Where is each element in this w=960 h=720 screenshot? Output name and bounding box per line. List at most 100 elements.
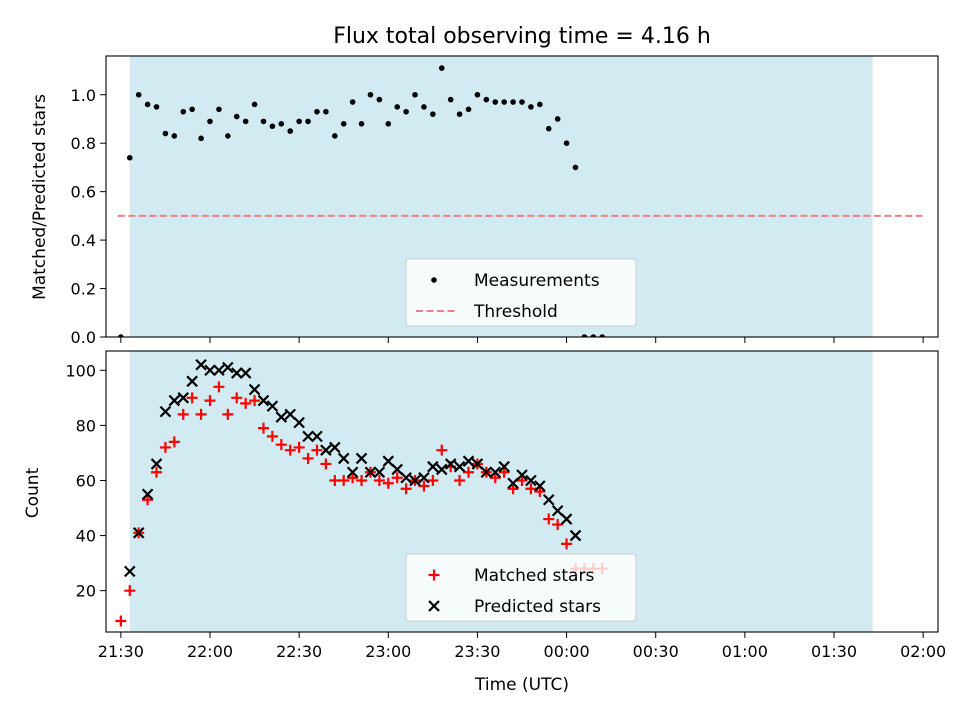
legend-label: Matched stars [474, 566, 594, 586]
data-point [150, 458, 163, 470]
data-point [195, 408, 207, 420]
y-tick-label: 60 [76, 471, 96, 490]
data-point [132, 527, 145, 539]
data-point [349, 99, 356, 105]
bottom-plot-area [115, 351, 873, 632]
data-point [171, 133, 178, 139]
data-point [421, 104, 427, 110]
data-point [123, 565, 136, 578]
data-point [418, 471, 430, 484]
data-point [198, 135, 204, 142]
legend-box [405, 258, 637, 327]
data-point [427, 474, 439, 486]
data-point [463, 466, 475, 478]
data-point [284, 444, 296, 456]
data-point [144, 101, 151, 108]
data-point [118, 334, 124, 337]
data-point [240, 397, 252, 409]
bottom-axes-frame [105, 350, 939, 633]
data-point [355, 452, 368, 465]
data-point [346, 466, 359, 478]
data-point [492, 99, 499, 105]
y-tick-label: 100 [65, 361, 96, 380]
data-point [403, 108, 409, 115]
y-tick-label: 0.8 [71, 134, 96, 153]
data-point [444, 458, 457, 470]
x-tick-label: 23:00 [365, 642, 411, 661]
data-point [275, 439, 287, 451]
data-point [222, 361, 234, 374]
data-point [528, 104, 534, 110]
data-point [287, 128, 294, 134]
data-point [456, 111, 463, 117]
data-point [239, 367, 252, 379]
data-point [159, 441, 171, 453]
bottom-y-axis-label: Count [23, 467, 43, 518]
data-point [314, 108, 320, 115]
y-tick-label: 0.6 [71, 183, 96, 202]
data-point [266, 400, 279, 412]
data-point [430, 111, 436, 117]
data-point [563, 140, 570, 147]
data-point [159, 405, 172, 418]
data-point [400, 471, 412, 484]
data-point [525, 474, 537, 487]
x-tick-label: 01:30 [811, 642, 857, 661]
y-tick-label: 40 [76, 527, 96, 546]
data-point [543, 513, 555, 525]
legend-label: Measurements [474, 271, 600, 291]
data-point [373, 474, 385, 486]
legend-marker [431, 277, 437, 283]
data-point [323, 108, 329, 115]
data-point [489, 472, 501, 484]
data-point [382, 455, 395, 467]
data-point [231, 392, 243, 404]
data-point [293, 416, 305, 429]
data-point [311, 444, 323, 456]
data-point [427, 460, 439, 473]
data-point [498, 460, 510, 473]
data-point [447, 96, 454, 103]
data-point [376, 96, 383, 103]
data-point [552, 519, 564, 531]
legend-marker [428, 600, 440, 612]
data-point [480, 466, 493, 478]
data-point [216, 106, 222, 113]
data-point [213, 381, 225, 393]
data-point [242, 118, 249, 125]
data-point [525, 483, 537, 495]
data-point [337, 452, 350, 465]
data-point [510, 99, 516, 105]
data-point [153, 104, 160, 110]
data-point [213, 364, 225, 377]
data-point [534, 486, 546, 497]
legend-label: Predicted stars [474, 597, 601, 617]
data-point [569, 529, 582, 542]
top-legend: Measurements Threshold [405, 258, 637, 327]
data-point [462, 455, 475, 467]
data-point [151, 466, 163, 478]
data-point [391, 463, 403, 476]
data-point [373, 466, 386, 478]
data-point [302, 430, 314, 443]
bottom-plot: 20 40 60 80 100 21:30 22:00 22:30 23:00 23:30 00:0… [65, 350, 946, 661]
data-point [418, 480, 430, 492]
data-point [542, 493, 555, 506]
data-point [177, 392, 190, 404]
data-point [126, 154, 133, 161]
data-point [207, 118, 213, 125]
data-point [320, 458, 332, 470]
legend-marker [428, 569, 440, 581]
data-point [168, 394, 181, 407]
data-point [554, 116, 561, 122]
data-point [141, 488, 154, 501]
data-point [394, 104, 401, 110]
data-point [501, 99, 507, 105]
x-tick-label: 21:30 [98, 642, 144, 661]
data-point [189, 106, 195, 113]
data-point [590, 334, 597, 337]
x-tick-label: 02:00 [900, 642, 946, 661]
bottom-legend: Matched stars Predicted stars [405, 553, 637, 622]
data-point [385, 121, 392, 127]
data-point [507, 477, 519, 490]
